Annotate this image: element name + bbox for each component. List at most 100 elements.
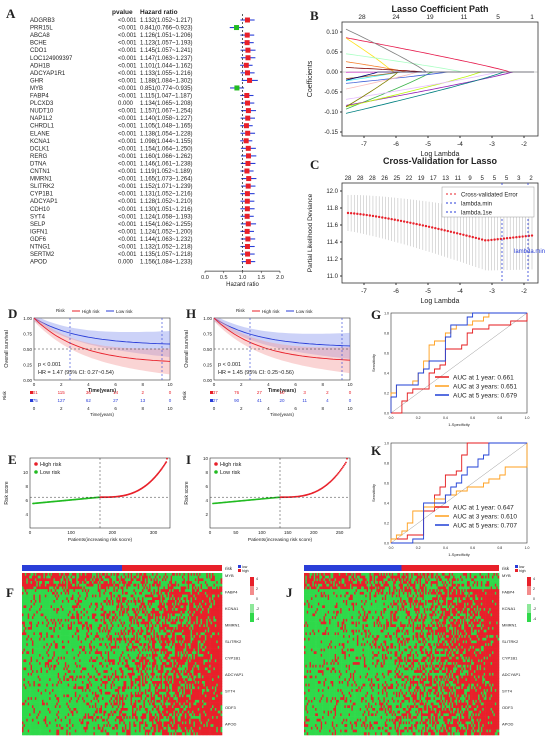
- heatmap-cell: [174, 640, 177, 644]
- heatmap-cell: [73, 573, 76, 576]
- heatmap-cell: [102, 645, 104, 649]
- heatmap-cell: [82, 640, 84, 644]
- heatmap-cell: [143, 643, 146, 647]
- heatmap-cell: [83, 600, 86, 603]
- heatmap-cell: [116, 618, 119, 622]
- heatmap-cell: [60, 575, 63, 579]
- heatmap-cell: [210, 610, 213, 614]
- heatmap-cell: [162, 600, 164, 603]
- heatmap-cell: [37, 600, 40, 603]
- heatmap-cell: [94, 645, 97, 649]
- heatmap-cell: [216, 629, 219, 633]
- heatmap-cell: [212, 605, 214, 609]
- heatmap-cell: [174, 602, 177, 606]
- heatmap-cell: [79, 591, 81, 595]
- heatmap-cell: [100, 583, 103, 587]
- heatmap-cell: [77, 597, 80, 601]
- heatmap-cell: [194, 618, 197, 622]
- heatmap-cell: [140, 602, 143, 606]
- heatmap-cell: [153, 616, 156, 620]
- heatmap-cell: [204, 583, 207, 587]
- heatmap-cell: [39, 597, 41, 601]
- heatmap-cell: [137, 589, 140, 593]
- heatmap-cell: [107, 618, 110, 622]
- heatmap-cell: [117, 589, 120, 593]
- top-tick-label: 1: [530, 14, 534, 21]
- heatmap-cell: [183, 605, 186, 609]
- heatmap-cell: [87, 586, 90, 590]
- heatmap-cell: [96, 581, 99, 585]
- heatmap-cell: [194, 586, 197, 590]
- heatmap-cell: [122, 640, 124, 644]
- heatmap-cell: [119, 589, 121, 593]
- heatmap-cell: [183, 627, 186, 630]
- heatmap-cell: [94, 613, 97, 617]
- heatmap-cell: [132, 600, 134, 603]
- heatmap-cell: [37, 616, 40, 620]
- heatmap-cell: [184, 613, 187, 617]
- coefficient-path: [345, 37, 534, 73]
- heatmap-cell: [53, 594, 56, 598]
- heatmap-cell: [34, 581, 37, 585]
- heatmap-cell: [74, 602, 77, 606]
- heatmap-cell: [117, 591, 120, 595]
- heatmap-cell: [174, 573, 177, 576]
- heatmap-cell: [189, 613, 191, 617]
- heatmap-cell: [83, 575, 86, 579]
- heatmap-cell: [144, 575, 147, 579]
- heatmap-cell: [147, 608, 150, 612]
- heatmap-cell: [74, 627, 77, 630]
- heatmap-cell: [163, 629, 166, 633]
- heatmap-cell: [154, 643, 157, 647]
- gene-label: SERTM2: [30, 252, 55, 258]
- heatmap-cell: [132, 608, 134, 612]
- heatmap-cell: [82, 621, 84, 625]
- heatmap-cell: [193, 629, 196, 633]
- gene-label: RERG: [30, 154, 48, 160]
- heatmap-cell: [92, 575, 94, 579]
- heatmap-cell: [93, 635, 96, 639]
- heatmap-cell: [152, 640, 154, 644]
- y-tick-label: 0.10: [326, 30, 338, 36]
- heatmap-cell: [67, 629, 70, 633]
- heatmap-cell: [87, 581, 90, 585]
- heatmap-cell: [107, 581, 110, 585]
- heatmap-cell: [170, 637, 173, 641]
- heatmap-cell: [213, 613, 216, 617]
- roc-curve: [391, 442, 527, 544]
- heatmap-cell: [103, 575, 106, 579]
- heatmap-cell: [89, 635, 91, 639]
- heatmap-cell: [209, 575, 211, 579]
- heatmap-cell: [126, 640, 129, 644]
- heatmap-cell: [143, 578, 146, 582]
- heatmap-cell: [214, 637, 217, 641]
- heatmap-cell: [150, 618, 153, 622]
- estimate-marker: [245, 259, 251, 265]
- heatmap-cell: [189, 640, 191, 644]
- heatmap-cell: [217, 637, 220, 641]
- heatmap-cell: [82, 581, 84, 585]
- risk-point: [334, 475, 337, 478]
- cv-point: [459, 232, 462, 236]
- heatmap-cell: [187, 640, 190, 644]
- heatmap-cell: [74, 586, 77, 590]
- heatmap-cell: [90, 589, 93, 593]
- heatmap-cell: [162, 575, 164, 579]
- heatmap-cell: [49, 643, 51, 647]
- heatmap-cell: [92, 627, 94, 630]
- heatmap-cell: [37, 643, 40, 647]
- heatmap-cell: [87, 616, 90, 620]
- heatmap-cell: [52, 575, 54, 579]
- heatmap-cell: [77, 616, 80, 620]
- heatmap-cell: [174, 645, 177, 649]
- heatmap-cell: [164, 583, 167, 587]
- heatmap-cell: [56, 624, 59, 628]
- heatmap-cell: [106, 586, 109, 590]
- heatmap-cell: [109, 632, 111, 636]
- y-tick-label: 1.00: [23, 316, 32, 321]
- cv-point: [371, 214, 375, 218]
- heatmap-cell: [26, 610, 29, 614]
- heatmap-cell: [133, 632, 136, 636]
- heatmap-cell: [187, 605, 190, 609]
- heatmap-cell: [130, 597, 133, 601]
